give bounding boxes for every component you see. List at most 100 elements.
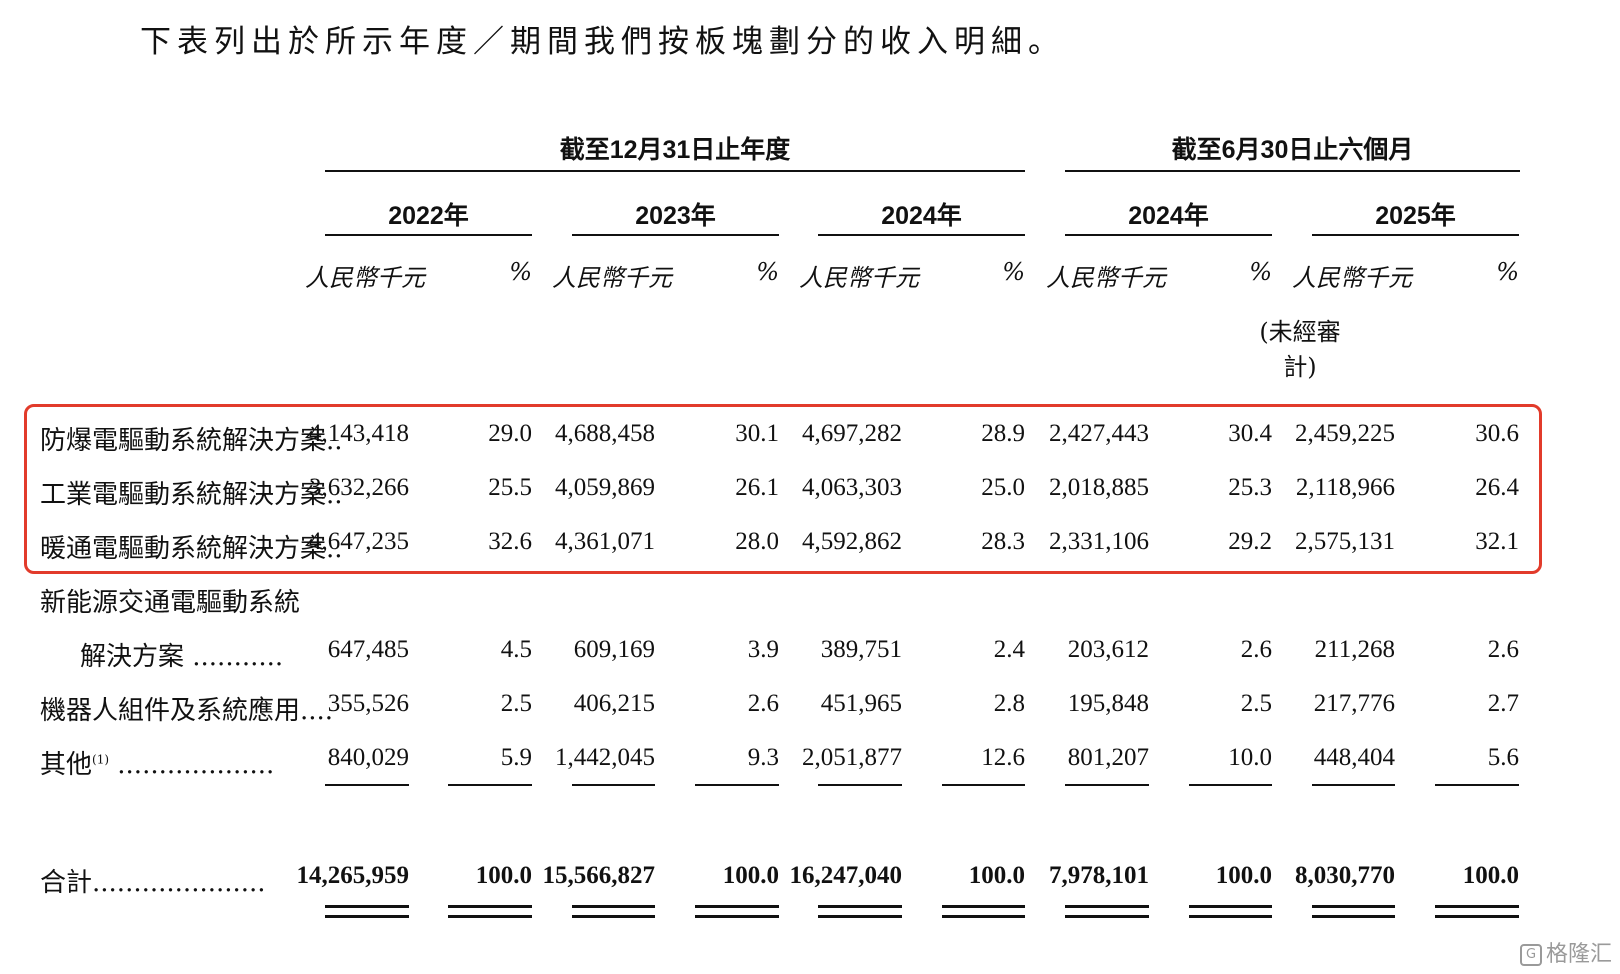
table-cell: 2.5 [1240,690,1272,717]
table-cell: 100.0 [722,862,779,889]
total-double-rule [448,915,532,918]
table-cell: 4,059,869 [555,474,655,501]
table-cell: 4.5 [500,636,532,663]
year-rule [1065,234,1272,236]
total-double-rule [448,905,532,908]
pct-header: % [1249,258,1272,286]
year-rule [1312,234,1519,236]
table-cell: 28.9 [981,420,1025,447]
total-text: 合計 [40,868,93,898]
table-cell: 609,169 [573,636,655,663]
subtotal-rule [448,784,532,786]
table-cell: 12.6 [981,744,1025,771]
year-rule [572,234,779,236]
table-cell: 25.3 [1228,474,1272,501]
table-cell: 4,361,071 [555,528,655,555]
table-cell: 4,143,418 [309,420,409,447]
table-cell: 2.4 [993,636,1025,663]
table-cell: 16,247,040 [789,862,903,889]
table-cell: 30.4 [1228,420,1272,447]
table-cell: 448,404 [1313,744,1395,771]
table-cell: 30.1 [735,420,779,447]
table-cell: 4,592,862 [802,528,902,555]
row-label-industrial: 工業電驅動系統解決方案.. [40,480,343,510]
year-rule [325,234,532,236]
table-cell: 2,575,131 [1295,528,1395,555]
highlight-box [24,404,1542,574]
table-cell: 840,029 [327,744,409,771]
table-cell: 15,566,827 [542,862,656,889]
table-cell: 2.7 [1487,690,1519,717]
table-cell: 2,459,225 [1295,420,1395,447]
table-cell: 10.0 [1228,744,1272,771]
total-double-rule [1189,905,1272,908]
total-double-rule [1435,905,1519,908]
year-header-2024-h1: 2024年 [1128,202,1209,230]
total-double-rule [1312,915,1395,918]
unaudited-note: (未經審計) [1259,318,1341,381]
table-cell: 2,427,443 [1049,420,1149,447]
row-label-robotics: 機器人組件及系統應用.... [40,696,334,726]
table-cell: 2,331,106 [1049,528,1149,555]
unit-header: 人民幣千元 [552,264,672,292]
table-cell: 2,051,877 [802,744,902,771]
subtotal-rule [1312,784,1395,786]
group-header-halfyear: 截至6月30日止六個月 [1171,136,1414,164]
table-cell: 2.6 [1240,636,1272,663]
table-cell: 195,848 [1067,690,1149,717]
group-header-annual: 截至12月31日止年度 [559,136,791,164]
table-cell: 2.6 [1487,636,1519,663]
watermark: G 格隆汇 [1519,936,1612,968]
row-label-hvac: 暖通電驅動系統解決方案.. [40,534,343,564]
table-cell: 4,697,282 [802,420,902,447]
total-double-rule [1065,915,1149,918]
year-header-2025-h1: 2025年 [1375,202,1456,230]
table-cell: 100.0 [968,862,1025,889]
total-double-rule [695,905,779,908]
table-cell: 217,776 [1313,690,1395,717]
table-cell: 100.0 [475,862,532,889]
table-cell: 26.4 [1475,474,1519,501]
total-double-rule [572,905,655,908]
watermark-text: 格隆汇 [1545,942,1612,967]
unit-header: 人民幣千元 [1046,264,1166,292]
row-label-others: 其他(1) ................... [40,744,274,781]
total-double-rule [325,905,409,908]
subtotal-rule [942,784,1025,786]
others-text: 其他 [40,750,93,780]
subtotal-rule [325,784,409,786]
table-cell: 2,018,885 [1049,474,1149,501]
table-cell: 2.8 [993,690,1025,717]
pct-header: % [509,258,532,286]
table-cell: 355,526 [327,690,409,717]
subtotal-rule [572,784,655,786]
table-cell: 211,268 [1314,636,1395,663]
table-cell: 4,647,235 [309,528,409,555]
table-cell: 29.0 [488,420,532,447]
footnote-marker: (1) [92,752,110,767]
group-rule-halfyear [1065,170,1520,172]
total-double-rule [942,915,1025,918]
table-cell: 203,612 [1067,636,1149,663]
year-header-2024: 2024年 [881,202,962,230]
table-cell: 100.0 [1215,862,1272,889]
total-double-rule [572,915,655,918]
table-cell: 2.6 [747,690,779,717]
table-cell: 100.0 [1462,862,1519,889]
total-double-rule [1065,905,1149,908]
subtotal-rule [695,784,779,786]
table-cell: 9.3 [747,744,779,771]
table-cell: 3.9 [747,636,779,663]
table-cell: 5.9 [500,744,532,771]
table-cell: 3,632,266 [309,474,409,501]
table-cell: 25.0 [981,474,1025,501]
table-cell: 8,030,770 [1295,862,1395,889]
table-cell: 2,118,966 [1295,474,1395,501]
total-double-rule [1312,905,1395,908]
table-cell: 1,442,045 [555,744,655,771]
row-label-new-energy-cont: 解決方案 ........... [80,642,284,672]
year-rule [818,234,1025,236]
total-double-rule [325,915,409,918]
pct-header: % [1002,258,1025,286]
row-label-explosion-proof: 防爆電驅動系統解決方案.. [40,426,343,456]
